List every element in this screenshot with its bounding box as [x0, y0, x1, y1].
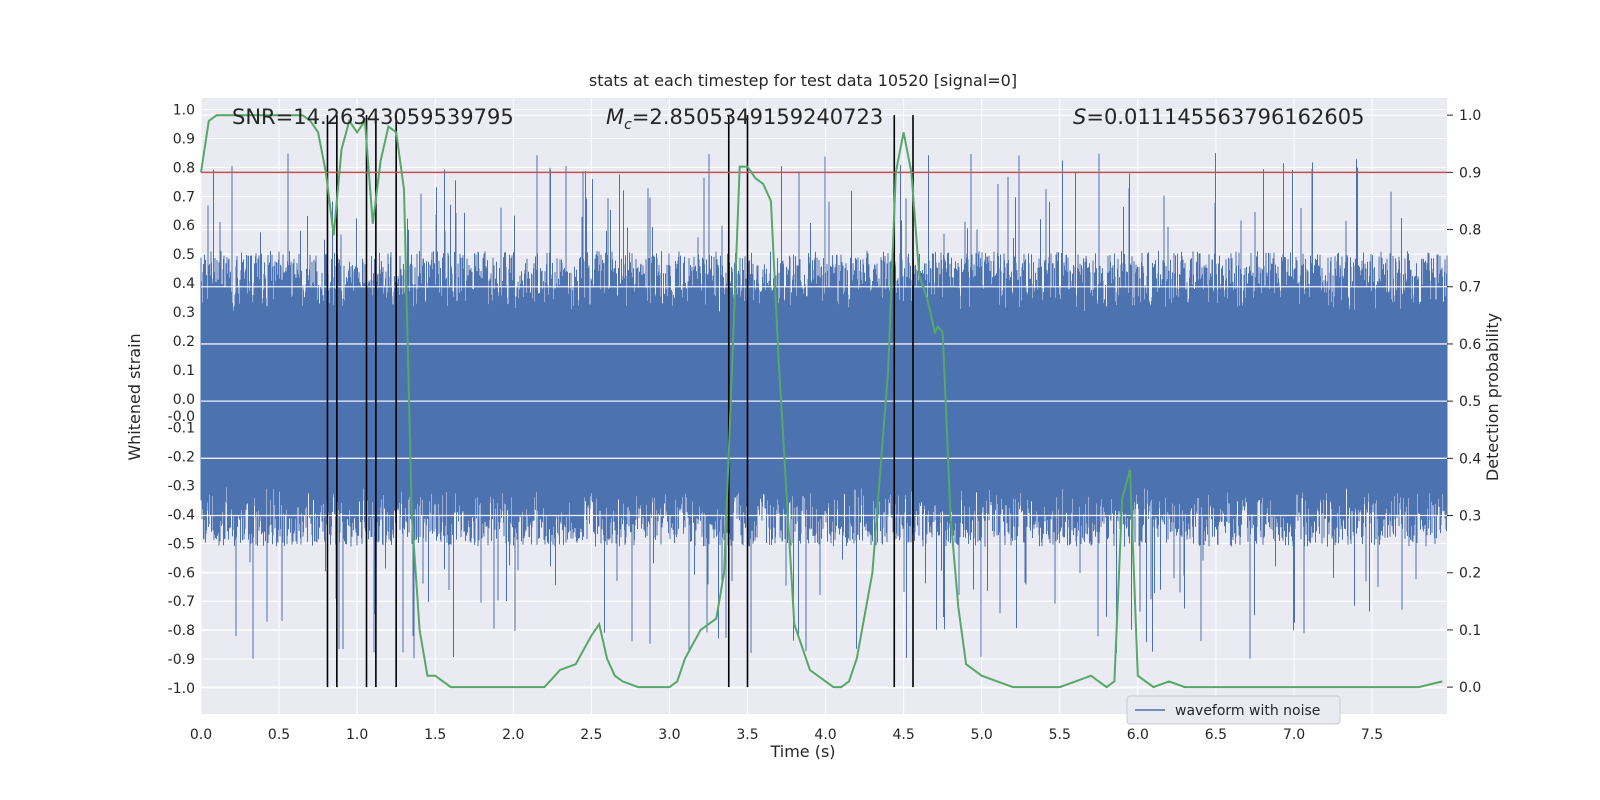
y-tick-label: -0.8 [168, 623, 195, 639]
y-tick-label: 0.4 [173, 276, 195, 292]
y-tick-label: 0.3 [173, 305, 195, 321]
y2-tick-label: 0.0 [1459, 680, 1481, 696]
x-tick-label: 1.0 [346, 727, 368, 743]
y-axis-label: Whitened strain [125, 333, 144, 460]
y-tick-label: -0.3 [168, 479, 195, 495]
chart-title: stats at each timestep for test data 105… [589, 71, 1017, 90]
x-tick-label: 7.0 [1283, 727, 1305, 743]
y2-tick-label: 0.6 [1459, 337, 1481, 353]
x-tick-label: 2.5 [580, 727, 602, 743]
mc-symbol: M [606, 105, 624, 129]
y-tick-label: -0.1 [168, 421, 195, 437]
y2-tick-label: 0.5 [1459, 394, 1481, 410]
y-tick-label: 0.0 [173, 392, 195, 408]
y-tick-label: 1.0 [173, 103, 195, 119]
y2-tick-label: 0.8 [1459, 223, 1481, 239]
y-tick-label: 0.9 [173, 131, 195, 147]
legend: waveform with noise [1126, 695, 1341, 725]
y-tick-label: -0.7 [168, 594, 195, 610]
x-tick-label: 3.0 [658, 727, 680, 743]
y-tick-label: -0.4 [168, 507, 195, 523]
y2-tick-label: 0.3 [1459, 509, 1481, 525]
s-symbol: S [1073, 105, 1086, 129]
y-tick-label: 0.8 [173, 160, 195, 176]
y2-tick-label: 0.4 [1459, 451, 1481, 467]
x-tick-label: 1.5 [424, 727, 446, 743]
x-tick-label: 0.5 [268, 727, 290, 743]
y-tick-label: 0.1 [173, 363, 195, 379]
y2-tick-label: 0.9 [1459, 165, 1481, 181]
waveform-core [201, 312, 1447, 486]
x-tick-label: 4.0 [814, 727, 836, 743]
x-tick-label: 2.0 [502, 727, 524, 743]
mc-annotation: Mc=2.8505349159240723 [606, 105, 883, 133]
x-tick-label: 5.5 [1049, 727, 1071, 743]
y2-tick-label: 0.1 [1459, 623, 1481, 639]
x-tick-label: 7.5 [1361, 727, 1383, 743]
y-tick-label: -0.2 [168, 450, 195, 466]
y-tick-label: -0.6 [168, 565, 195, 581]
y-tick-label: -0.9 [168, 652, 195, 668]
x-tick-label: 3.5 [736, 727, 758, 743]
y2-axis-label: Detection probability [1483, 313, 1502, 481]
y-tick-label: -0.0 [168, 409, 195, 425]
x-axis-label: Time (s) [769, 742, 835, 761]
y2-tick-label: 1.0 [1459, 108, 1481, 124]
mc-value: =2.8505349159240723 [632, 105, 883, 129]
y-tick-labels: 1.00.90.80.70.60.50.40.30.20.10.0-0.0-0.… [168, 103, 195, 697]
mc-subscript: c [624, 117, 632, 133]
snr-annotation: SNR=14.26343059539795 [232, 105, 514, 129]
y2-tick-label: 0.7 [1459, 280, 1481, 296]
y-tick-label: -0.5 [168, 536, 195, 552]
x-tick-label: 6.5 [1205, 727, 1227, 743]
y-tick-label: -1.0 [168, 681, 195, 697]
probability-series [200, 114, 1443, 689]
y-tick-label: 0.6 [173, 218, 195, 234]
x-tick-label: 0.0 [190, 727, 212, 743]
x-tick-label: 4.5 [892, 727, 914, 743]
legend-box [1126, 695, 1341, 725]
x-tick-label: 6.0 [1127, 727, 1149, 743]
y2-tick-labels: 1.0 0.9 0.8 0.7 0.6 0.5 0.4 0.3 0.2 0.1 0.0 [1447, 108, 1481, 696]
y-tick-label: 0.7 [173, 189, 195, 205]
y2-tick-label: 0.2 [1459, 566, 1481, 582]
x-tick-labels: 0.0 0.5 1.0 1.5 2.0 2.5 3.0 3.5 4.0 4.5 5.0 5.5 6.0 6… [190, 727, 1383, 743]
legend-label: waveform with noise [1175, 703, 1320, 719]
s-value: =0.011145563796162605 [1086, 105, 1364, 129]
y-tick-label: 0.5 [173, 247, 195, 263]
s-annotation: S=0.011145563796162605 [1073, 105, 1364, 129]
y-tick-label: 0.2 [173, 334, 195, 350]
x-tick-label: 5.0 [971, 727, 993, 743]
